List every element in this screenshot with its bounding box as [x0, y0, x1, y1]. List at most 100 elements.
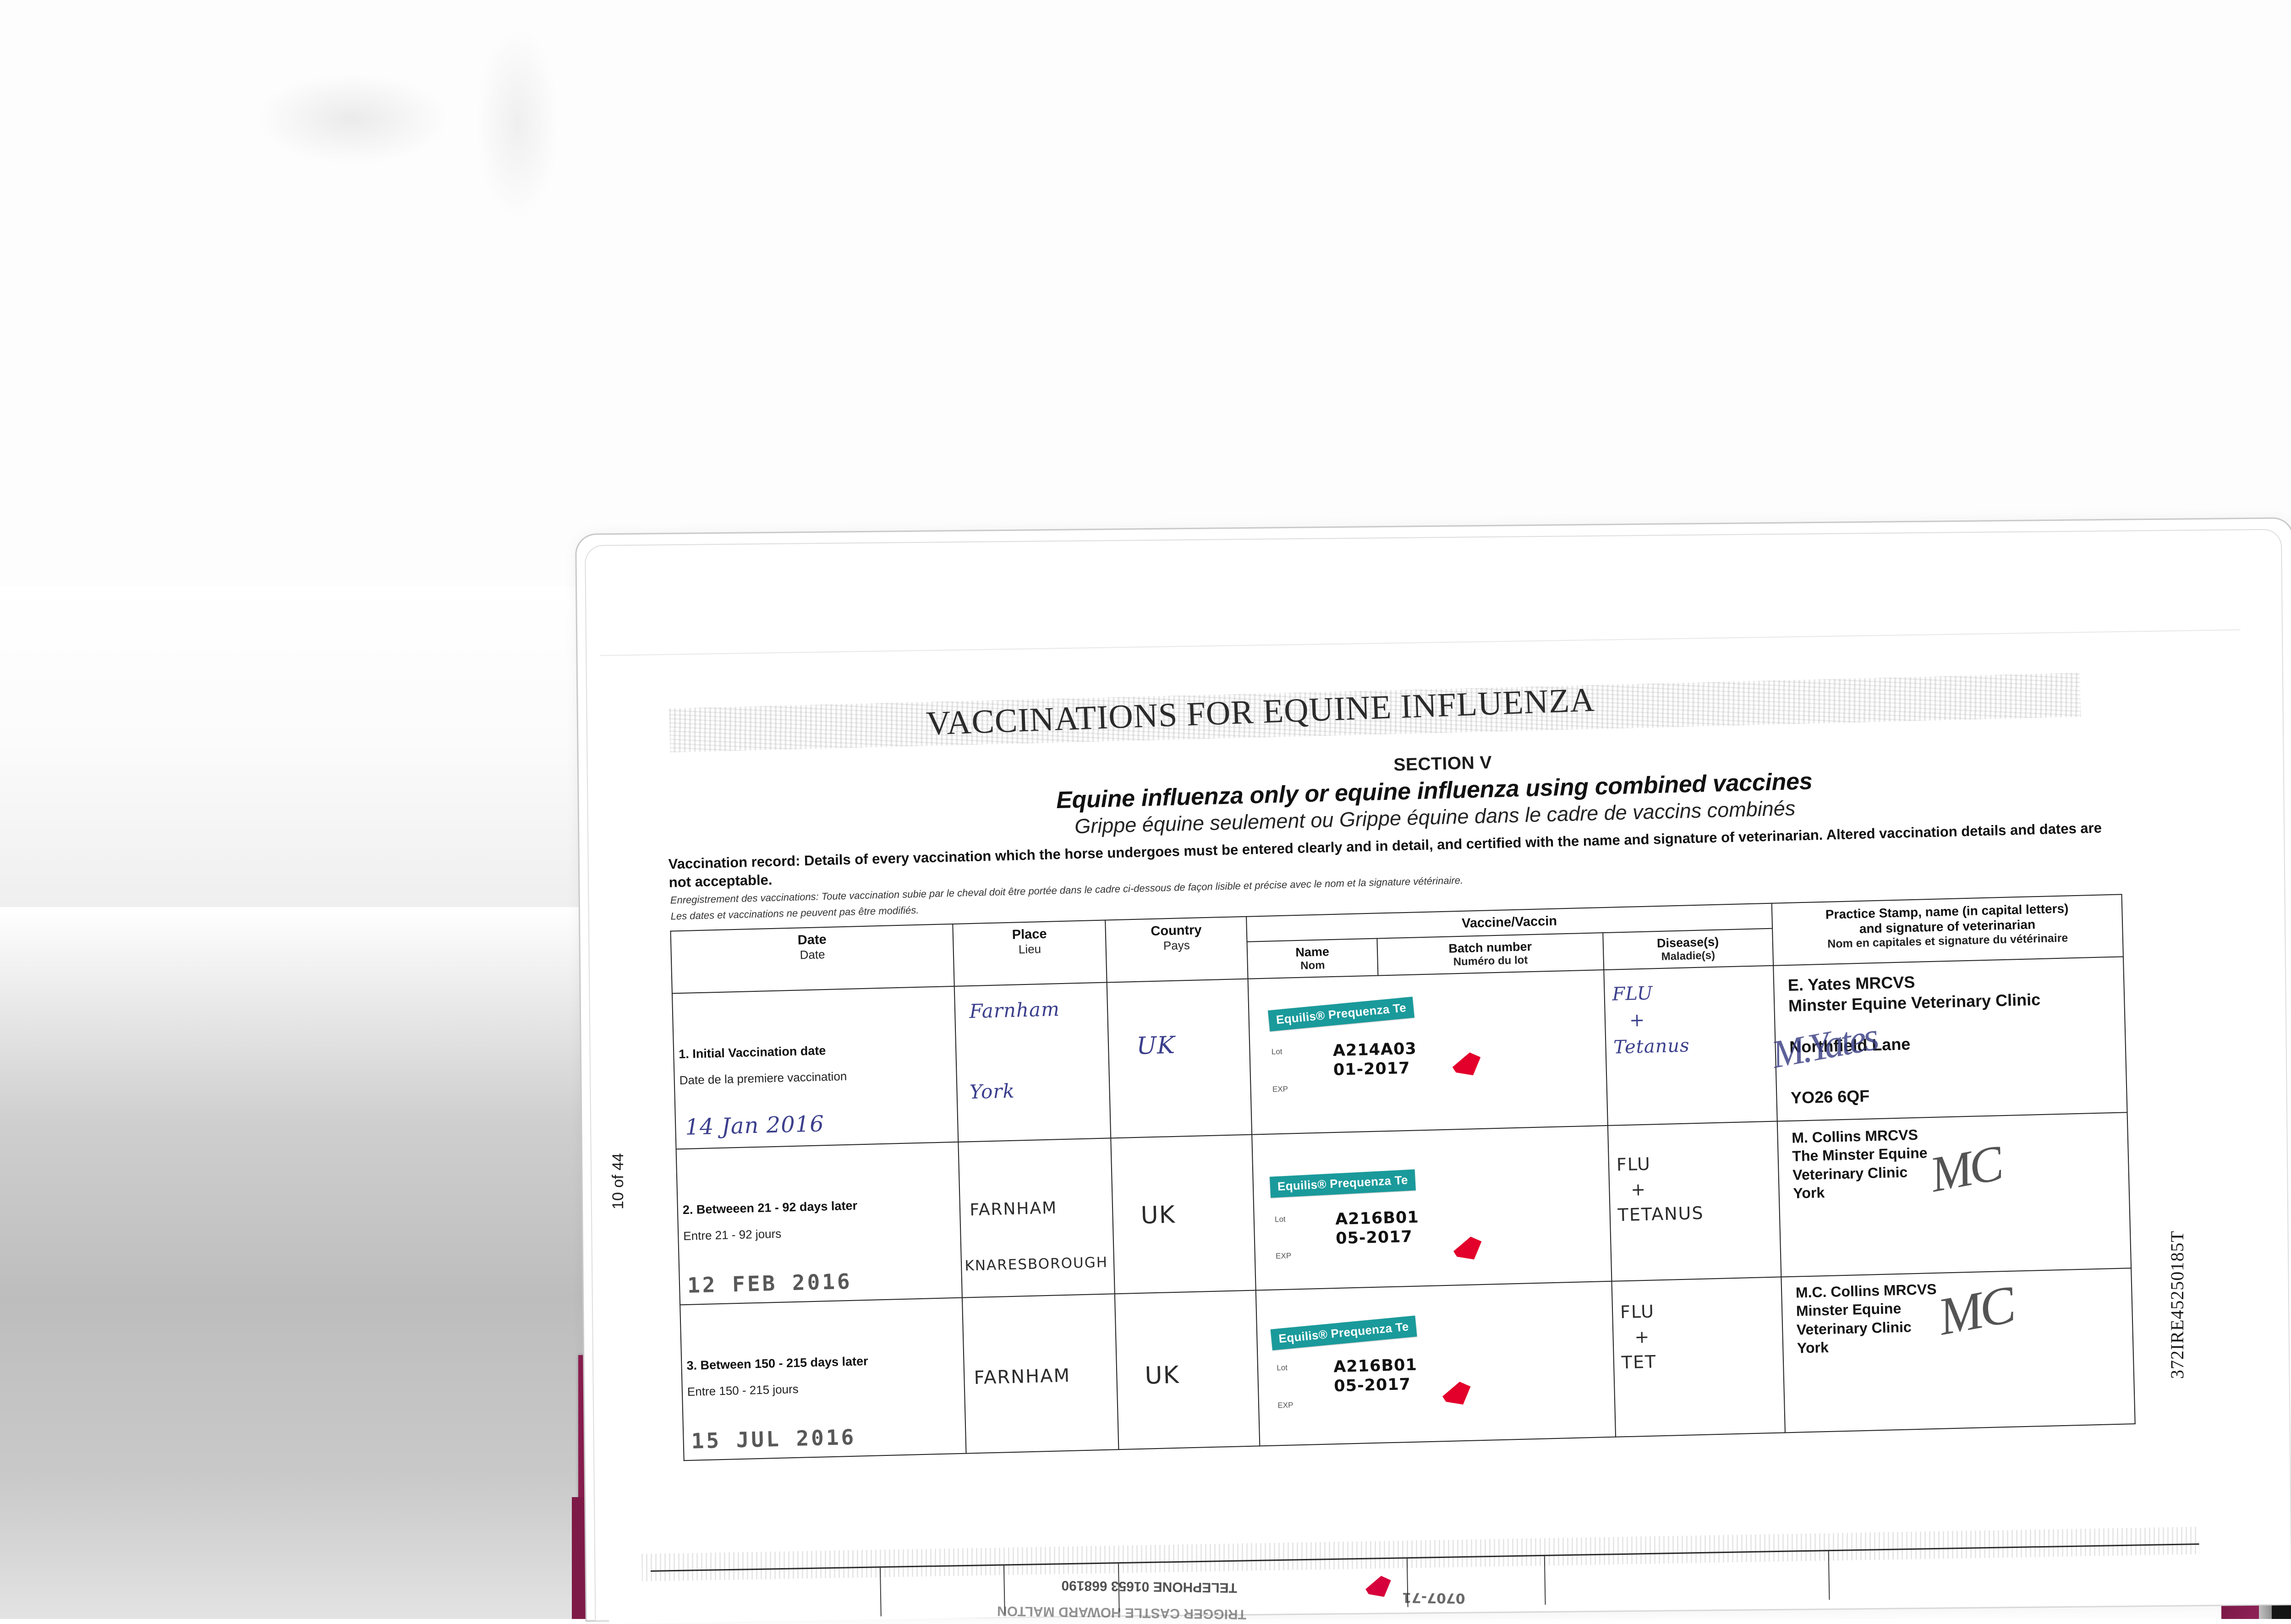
col-header-date: Date Date	[670, 924, 955, 994]
stamp-line1-row1: E. Yates MRCVS	[1787, 972, 1915, 995]
row-label-en-3: 3. Between 150 - 215 days later	[686, 1354, 868, 1372]
practice-stamp-row3: M.C. Collins MRCVS Minster Equine Veteri…	[1795, 1280, 1938, 1357]
cell-disease-row1: FLU + Tetanus	[1604, 965, 1777, 1126]
col-header-practice-stamp: Practice Stamp, name (in capital letters…	[1771, 894, 2123, 966]
vaccine-sticker-row3: Equilis® Prequenza Te	[1270, 1315, 1417, 1351]
backdrop-lower-left	[0, 907, 614, 1619]
date-value-row1: 14 Jan 2016	[685, 1111, 825, 1140]
col-header-diseases: Disease(s) Maladie(s)	[1603, 928, 1773, 970]
cell-vaccine-row3: Equilis® Prequenza Te Lot EXP A216B01 05…	[1256, 1281, 1616, 1446]
place-line2-row2: KNARESBOROUGH	[965, 1254, 1108, 1274]
stamp-line2-row3: Minster Equine	[1796, 1300, 1902, 1319]
cell-vaccine-row1: Equilis® Prequenza Te Lot EXP A214A03 01…	[1248, 969, 1608, 1135]
disease-line1-row2: FLU	[1616, 1154, 1651, 1175]
backdrop-upper-left	[0, 586, 614, 935]
cell-date-row3: 3. Between 150 - 215 days later Entre 15…	[680, 1297, 966, 1461]
date-value-row2: 12 FEB 2016	[687, 1269, 853, 1298]
lot-label-row3: Lot	[1277, 1363, 1288, 1372]
row-label-2: 2. Betweeen 21 - 92 days later Entre 21 …	[683, 1197, 954, 1243]
msd-logo-icon-row2	[1453, 1236, 1482, 1260]
stamp-line3-row2: Veterinary Clinic	[1792, 1163, 1908, 1183]
page-number: 10 of 44	[609, 1153, 627, 1209]
batch-line1-row3: A216B01	[1333, 1356, 1418, 1377]
lot-label-row2: Lot	[1274, 1214, 1286, 1224]
lot-label-row1: Lot	[1271, 1047, 1283, 1056]
vet-signature-row2: MC	[1925, 1135, 2005, 1203]
country-value-row1: UK	[1136, 1031, 1176, 1060]
stamp-line2-row2: The Minster Equine	[1792, 1144, 1928, 1165]
batch-line1-row1: A214A03	[1332, 1039, 1417, 1060]
exp-label-row3: EXP	[1277, 1400, 1293, 1410]
disease-line3-row1: Tetanus	[1613, 1035, 1690, 1058]
cell-country-row1: UK	[1107, 979, 1252, 1138]
row-label-fr-2: Entre 21 - 92 jours	[683, 1226, 782, 1243]
disease-line3-row2: TETANUS	[1617, 1203, 1705, 1225]
stamp-line1-row3: M.C. Collins MRCVS	[1795, 1280, 1937, 1301]
batch-line2-row2: 05-2017	[1335, 1227, 1413, 1248]
place-line2-row1: York	[969, 1079, 1015, 1104]
col-header-place-fr: Lieu	[1018, 941, 1041, 957]
row-label-fr-3: Entre 150 - 215 jours	[687, 1382, 799, 1399]
stamp-line4-row1: YO26 6QF	[1790, 1086, 1870, 1107]
exp-label-row1: EXP	[1272, 1084, 1288, 1094]
place-line1-row3: FARNHAM	[974, 1365, 1071, 1389]
disease-line2-row2: +	[1630, 1179, 1647, 1200]
cell-disease-row2: FLU + TETANUS	[1607, 1121, 1781, 1281]
vaccination-table: Date Date Place Lieu Country Pays	[670, 893, 2136, 1461]
cell-date-row2: 2. Betweeen 21 - 92 days later Entre 21 …	[676, 1142, 963, 1305]
document-content: VACCINATIONS FOR EQUINE INFLUENZA SECTIO…	[641, 667, 2176, 1603]
cell-disease-row3: FLU + TET	[1611, 1277, 1785, 1437]
disease-line1-row1: FLU	[1611, 983, 1653, 1005]
col-header-country: Country Pays	[1105, 916, 1248, 983]
cell-date-row1: 1. Initial Vaccination date Date de la p…	[672, 986, 959, 1149]
col-header-vaccine-name: Name Nom	[1247, 938, 1378, 979]
disease-line3-row3: TET	[1621, 1351, 1657, 1373]
showthrough-batch: 0707-71	[1402, 1589, 1465, 1606]
backdrop-smudge	[257, 73, 449, 165]
batch-line2-row3: 05-2017	[1333, 1375, 1411, 1396]
cell-country-row2: UK	[1111, 1134, 1256, 1294]
cell-country-row3: UK	[1114, 1290, 1260, 1450]
disease-row2: FLU + TETANUS	[1616, 1148, 1766, 1228]
place-line1-row2: FARNHAM	[969, 1198, 1058, 1220]
country-value-row2: UK	[1140, 1201, 1176, 1230]
stamp-line2-row1: Minster Equine Veterinary Clinic	[1788, 990, 2041, 1016]
row-label-fr-1: Date de la premiere vaccination	[679, 1069, 847, 1087]
vet-signature-row3: MC	[1933, 1275, 2017, 1347]
practice-stamp-row2: M. Collins MRCVS The Minster Equine Vete…	[1792, 1125, 1929, 1203]
stamp-line1-row2: M. Collins MRCVS	[1791, 1126, 1918, 1146]
cell-place-row3: FARNHAM	[962, 1294, 1119, 1454]
col-header-country-fr: Pays	[1163, 938, 1190, 953]
batch-line1-row2: A216B01	[1335, 1208, 1420, 1229]
disease-row1: FLU + Tetanus	[1612, 977, 1762, 1061]
cell-place-row1: Farnham York	[954, 982, 1111, 1142]
date-value-row3: 15 JUL 2016	[691, 1424, 856, 1454]
row-label-1: 1. Initial Vaccination date Date de la p…	[679, 1041, 950, 1088]
row-label-en-2: 2. Betweeen 21 - 92 days later	[682, 1198, 858, 1217]
cell-stamp-row3: M.C. Collins MRCVS Minster Equine Veteri…	[1781, 1268, 2135, 1433]
passport-serial-number: 372IRE45250185T	[2167, 1230, 2187, 1379]
row-label-3: 3. Between 150 - 215 days later Entre 15…	[686, 1352, 958, 1399]
msd-logo-icon-row1	[1452, 1052, 1481, 1076]
row-label-en-1: 1. Initial Vaccination date	[678, 1043, 826, 1061]
cell-stamp-row2: M. Collins MRCVS The Minster Equine Vete…	[1777, 1112, 2132, 1277]
stamp-line4-row3: York	[1797, 1339, 1829, 1356]
disease-line2-row1: +	[1629, 1009, 1646, 1031]
disease-line2-row3: +	[1634, 1326, 1650, 1347]
cell-vaccine-row2: Equilis® Prequenza Te Lot EXP A216B01 05…	[1252, 1125, 1612, 1290]
stamp-line4-row2: York	[1792, 1184, 1825, 1202]
batch-line2-row1: 01-2017	[1333, 1059, 1411, 1079]
vaccine-sticker-row2: Equilis® Prequenza Te	[1270, 1169, 1416, 1198]
col-header-batch-number: Batch number Numéro du lot	[1377, 932, 1604, 976]
disease-line1-row3: FLU	[1620, 1301, 1655, 1323]
cell-stamp-row1: E. Yates MRCVS Minster Equine Veterinary…	[1768, 957, 2127, 1121]
country-value-row3: UK	[1144, 1361, 1180, 1390]
col-header-name-fr: Nom	[1300, 959, 1325, 972]
stamp-line3-row3: Veterinary Clinic	[1796, 1318, 1912, 1338]
msd-logo-icon-row3	[1442, 1382, 1471, 1405]
backdrop-smudge-2	[477, 27, 559, 220]
vaccine-sticker-row1: Equilis® Prequenza Te	[1268, 996, 1415, 1032]
exp-label-row2: EXP	[1275, 1251, 1292, 1261]
place-line1-row1: Farnham	[969, 997, 1060, 1023]
disease-row3: FLU + TET	[1620, 1296, 1770, 1375]
